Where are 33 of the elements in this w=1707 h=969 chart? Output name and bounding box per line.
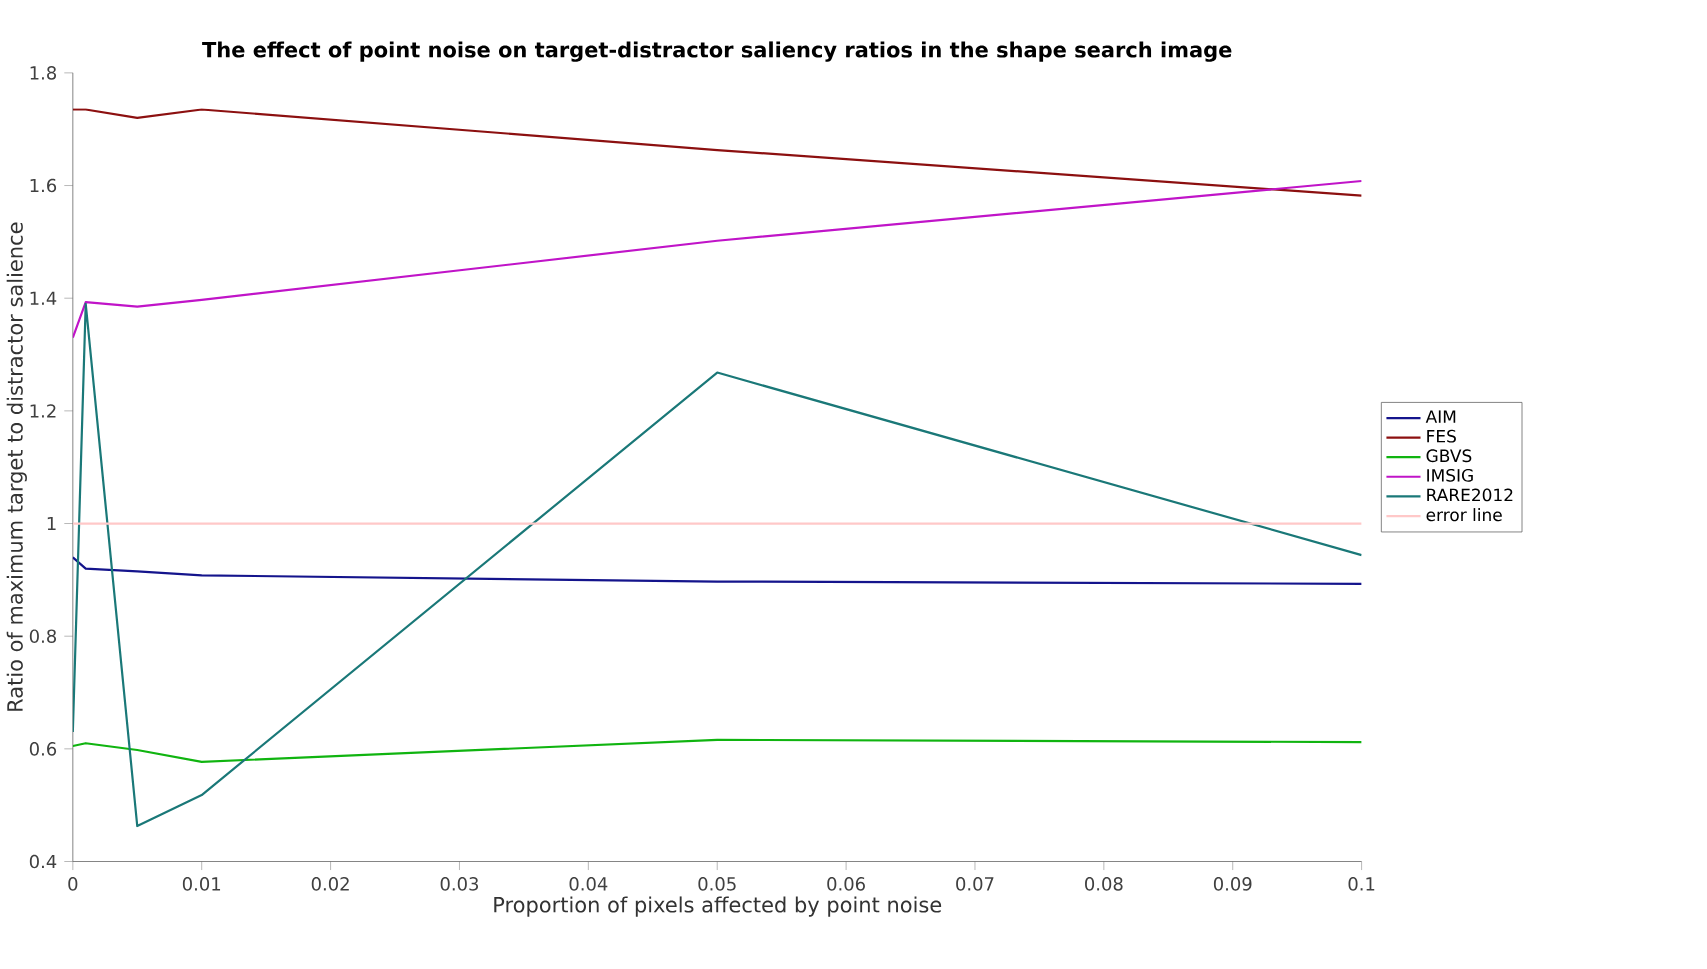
x-tick-label: 0.02 (311, 876, 349, 891)
chart-title: The effect of point noise on target-distractor saliency ratios in the shape search image (202, 41, 1232, 62)
x-tick-label: 0 (68, 876, 78, 891)
legend-label: GBVS (1426, 449, 1472, 463)
y-tick-label: 1.6 (30, 178, 57, 193)
x-tick-label: 0.09 (1213, 876, 1252, 891)
x-tick-label: 0.1 (1348, 876, 1375, 891)
legend-label: AIM (1425, 410, 1456, 423)
line-series (72, 556, 1362, 585)
x-tick-label: 0.03 (440, 876, 479, 891)
y-axis-title: Ratio of maximum target to distractor salience (6, 222, 27, 711)
x-tick-label: 0.01 (182, 876, 221, 891)
line-series (72, 738, 1362, 763)
legend-label: RARE2012 (1427, 488, 1513, 502)
y-tick-label: 0.6 (29, 741, 57, 756)
y-tick-label: 0.4 (29, 854, 57, 869)
x-tick-label: 0.06 (827, 876, 865, 891)
line-series (72, 302, 1362, 827)
y-tick-label: 0.8 (29, 629, 57, 643)
legend-label: FES (1427, 429, 1456, 443)
y-tick-label: 1.8 (30, 65, 57, 80)
line-series (72, 179, 1362, 339)
x-tick-label: 0.07 (956, 876, 994, 891)
line-series (72, 108, 1362, 197)
legend-label: error line (1426, 507, 1502, 522)
x-tick-label: 0.04 (569, 876, 608, 891)
y-tick-label: 1.2 (30, 404, 56, 418)
x-tick-label: 0.08 (1085, 876, 1123, 891)
x-axis-title: Proportion of pixels affected by point noise (494, 896, 942, 917)
x-tick-label: 0.05 (698, 876, 736, 891)
legend-label: IMSIG (1427, 468, 1473, 482)
y-tick-label: 1 (47, 516, 56, 530)
y-tick-label: 1.4 (30, 291, 57, 305)
